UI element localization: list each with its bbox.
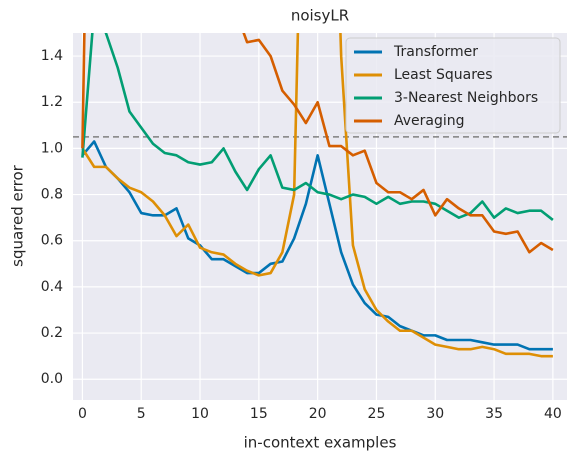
x-tick-label: 10 bbox=[191, 406, 209, 422]
x-tick-label: 0 bbox=[78, 406, 87, 422]
series-line bbox=[81, 33, 553, 358]
legend-label: Transformer bbox=[393, 44, 478, 60]
y-tick-label: 1.0 bbox=[41, 140, 63, 156]
series-line bbox=[81, 33, 554, 254]
x-tick-label: 15 bbox=[250, 406, 268, 422]
legend: Transformer Least Squares 3-Nearest Neighb… bbox=[345, 37, 561, 134]
y-tick-label: 0.2 bbox=[41, 325, 63, 341]
y-tick-label: 0.6 bbox=[41, 233, 63, 249]
legend-box bbox=[345, 37, 561, 134]
legend-label: 3-Nearest Neighbors bbox=[394, 90, 538, 106]
x-tick-label: 25 bbox=[368, 406, 386, 422]
y-axis-label: squared error bbox=[9, 164, 27, 267]
legend-label: Least Squares bbox=[394, 67, 493, 83]
x-tick-label: 20 bbox=[309, 406, 327, 422]
x-tick-label: 40 bbox=[544, 406, 562, 422]
x-tick-label: 5 bbox=[137, 406, 146, 422]
x-tick-label: 35 bbox=[485, 406, 503, 422]
x-axis-label: in-context examples bbox=[244, 434, 397, 452]
series-line bbox=[81, 33, 554, 221]
y-tick-label: 0.8 bbox=[41, 187, 63, 203]
y-tick-label: 1.2 bbox=[41, 94, 63, 110]
legend-label: Averaging bbox=[394, 113, 465, 129]
x-tick-label: 30 bbox=[426, 406, 444, 422]
series-line bbox=[81, 140, 553, 351]
y-tick-label: 0.4 bbox=[41, 279, 63, 295]
y-tick-label: 0.0 bbox=[41, 371, 63, 387]
chart-title: noisyLR bbox=[291, 7, 349, 25]
lines bbox=[73, 33, 567, 358]
y-tick-label: 1.4 bbox=[41, 48, 63, 64]
